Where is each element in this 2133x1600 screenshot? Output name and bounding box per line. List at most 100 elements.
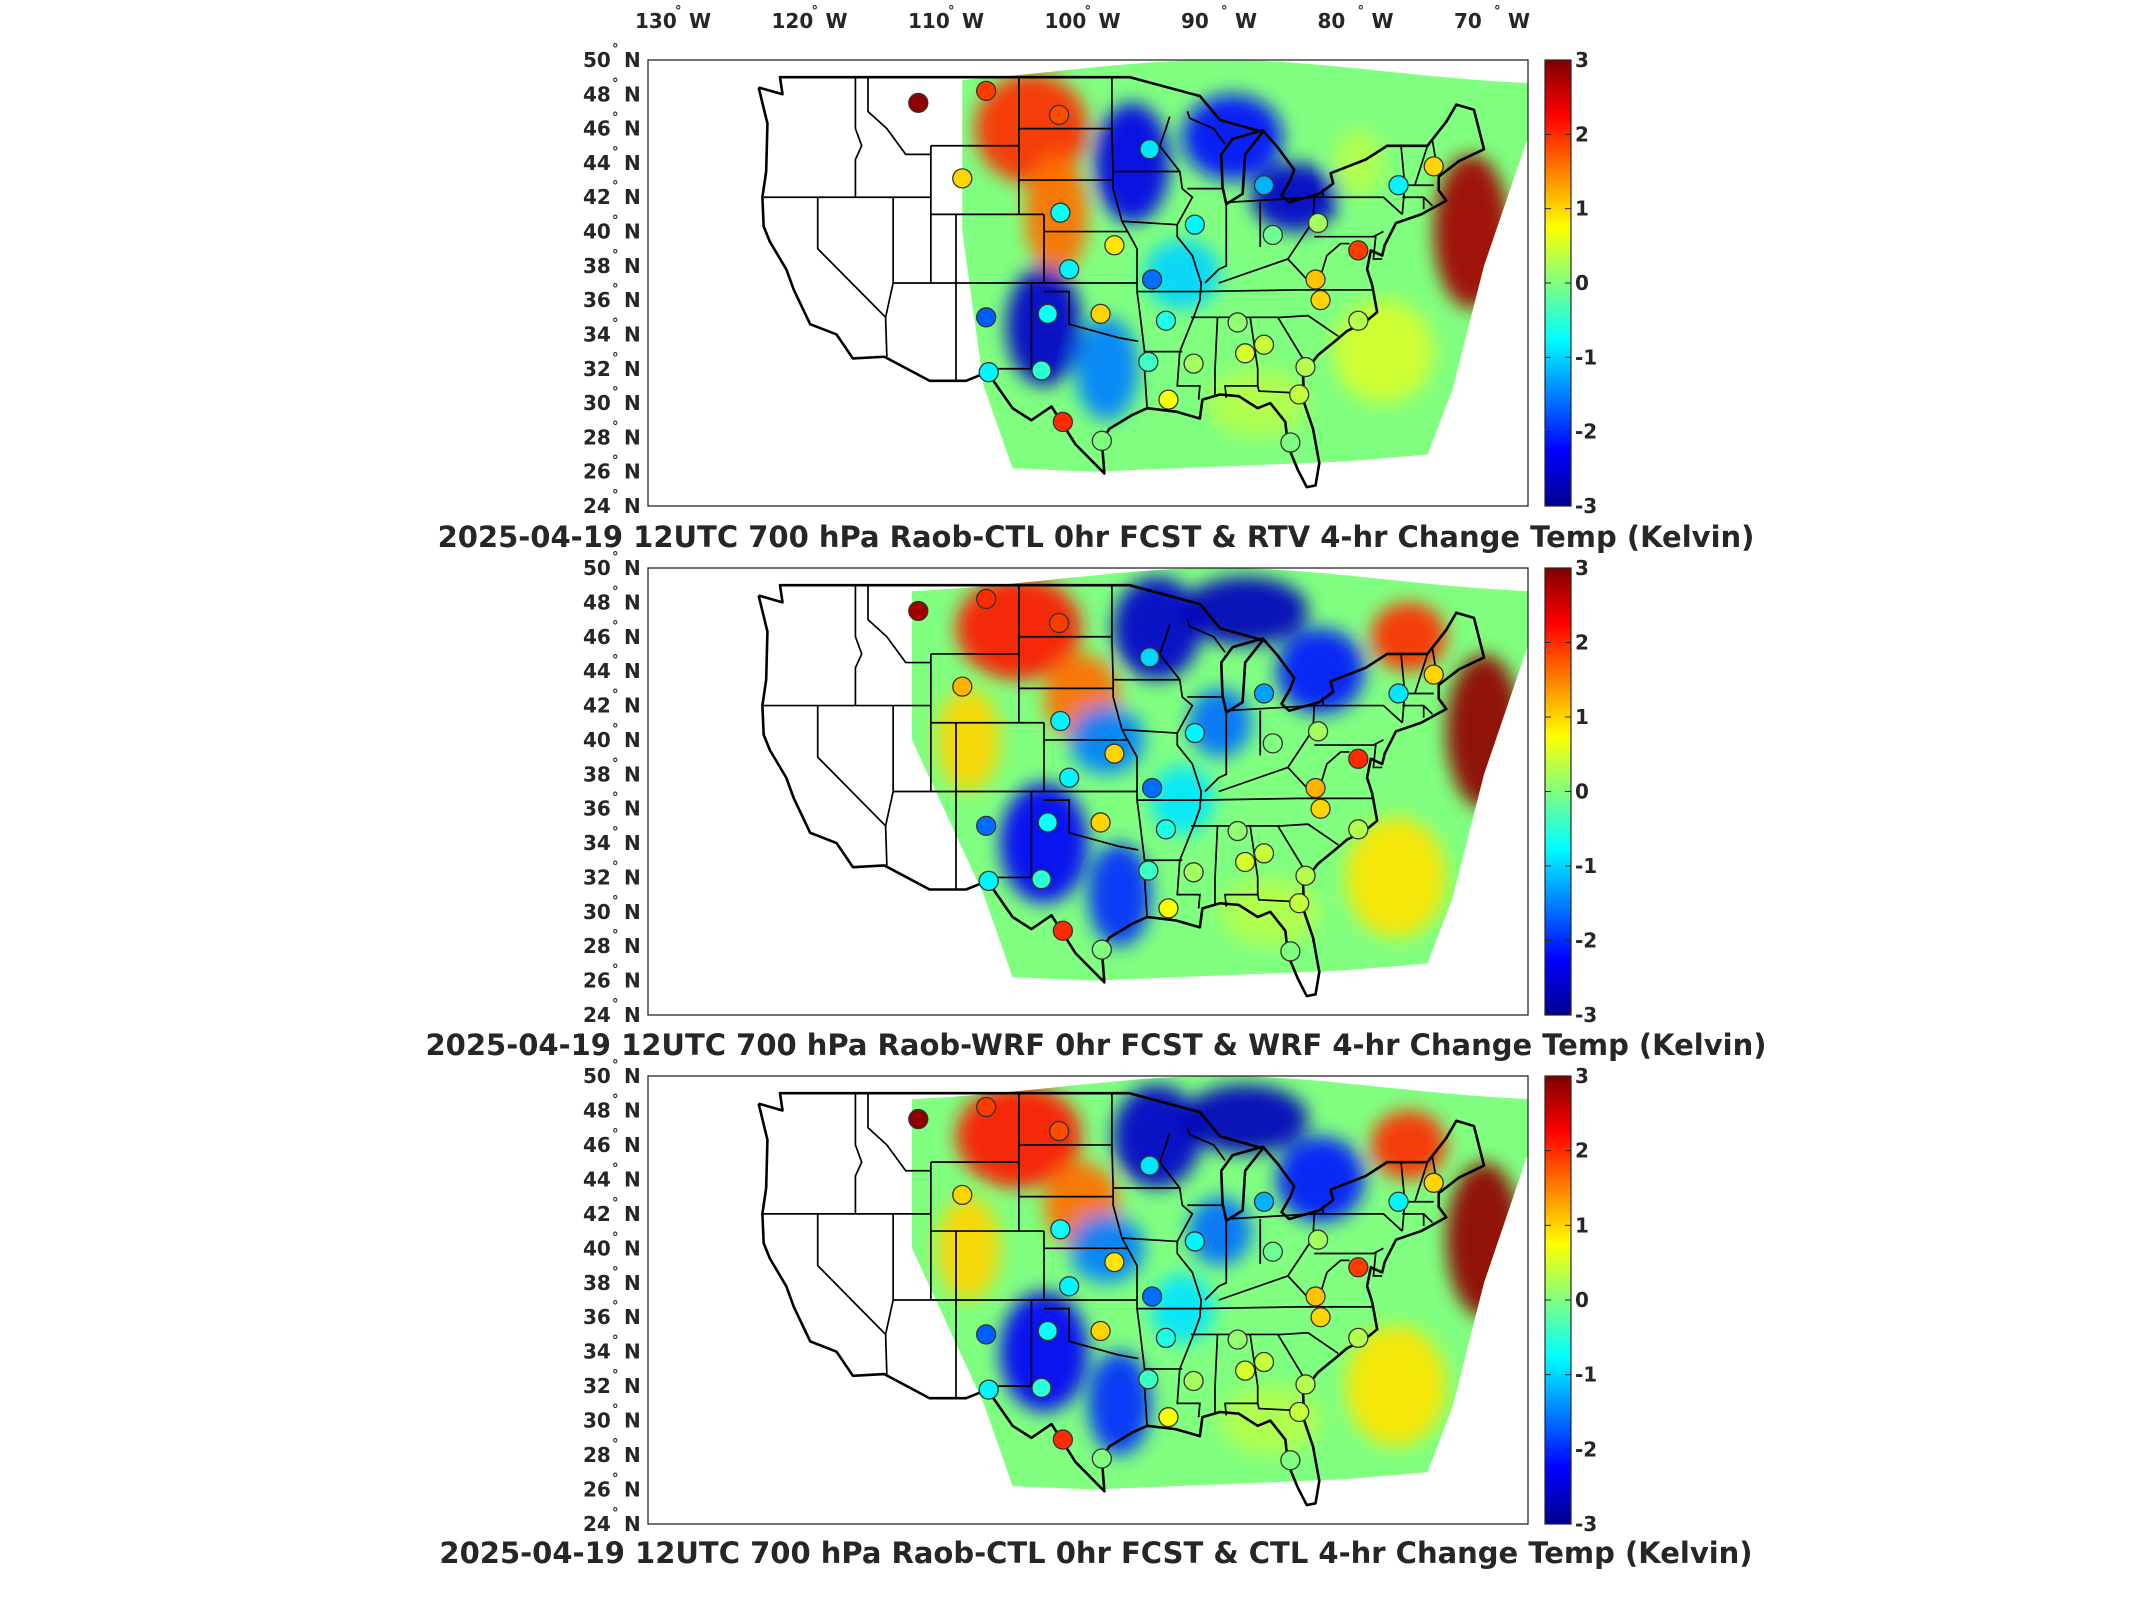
svg-text:40: 40	[583, 220, 611, 244]
svg-text:°: °	[612, 1161, 619, 1176]
raob-observations	[908, 588, 1444, 962]
raob-marker	[1048, 104, 1070, 126]
svg-text:40: 40	[583, 728, 611, 752]
svg-text:°: °	[612, 756, 619, 771]
svg-text:28: 28	[583, 1443, 611, 1467]
svg-text:120: 120	[772, 9, 814, 33]
svg-text:N: N	[624, 1478, 641, 1502]
svg-text:°: °	[948, 4, 955, 19]
colorbar-tick-label: 1	[1575, 705, 1589, 729]
svg-text:N: N	[624, 1167, 641, 1191]
raob-marker	[1289, 384, 1310, 405]
svg-text:36: 36	[583, 1305, 611, 1329]
lat-tick-label: 32 ° N	[583, 859, 641, 889]
svg-text:N: N	[624, 425, 641, 449]
colorbar-tick-label: 1	[1575, 197, 1589, 221]
colorbar-tick-label: 2	[1575, 1139, 1589, 1163]
raob-marker	[1295, 1374, 1316, 1395]
raob-marker	[1289, 1401, 1310, 1423]
raob-marker	[1280, 941, 1301, 962]
lat-tick-label: 28 ° N	[583, 928, 641, 958]
lat-tick-label: 30 ° N	[583, 1403, 641, 1433]
svg-text:30: 30	[583, 900, 611, 924]
svg-text:W: W	[1235, 9, 1257, 33]
svg-text:N: N	[624, 1202, 641, 1226]
raob-marker	[1348, 1257, 1369, 1278]
raob-marker	[1280, 1450, 1301, 1471]
map-axes-frame	[647, 567, 1529, 1016]
colorbar-tick-label: 0	[1575, 1288, 1589, 1312]
lat-tick-label: 24 ° N	[583, 1506, 641, 1536]
svg-text:N: N	[624, 625, 641, 649]
svg-text:°: °	[612, 1092, 619, 1107]
lat-tick-label: 28 ° N	[583, 1437, 641, 1467]
svg-text:°: °	[612, 1230, 619, 1245]
raob-marker	[908, 1108, 929, 1130]
svg-text:32: 32	[583, 865, 611, 889]
raob-marker	[1295, 356, 1316, 378]
svg-text:°: °	[612, 1368, 619, 1383]
lat-tick-label: 38 ° N	[583, 248, 641, 278]
svg-text:N: N	[624, 1236, 641, 1260]
raob-marker	[1183, 1370, 1204, 1392]
svg-text:°: °	[612, 1058, 619, 1073]
svg-text:°: °	[612, 1506, 619, 1521]
raob-marker	[1139, 1155, 1160, 1176]
svg-text:°: °	[612, 454, 619, 469]
colorbar-tick-label: 3	[1575, 48, 1589, 72]
colorbar-tick-label: -1	[1575, 1363, 1597, 1387]
raob-marker	[1262, 224, 1283, 246]
raob-marker	[1052, 1429, 1074, 1450]
map-panel-2: 50 ° N48 ° N46 ° N44 ° N42 ° N40 ° N38 ° N36 ° N34 ° N32 ° N…	[425, 550, 1766, 1062]
raob-marker	[1348, 240, 1369, 261]
svg-text:N: N	[624, 117, 641, 141]
svg-text:°: °	[612, 111, 619, 126]
svg-text:46: 46	[583, 1133, 611, 1157]
svg-text:W: W	[1099, 9, 1121, 33]
svg-text:34: 34	[583, 831, 611, 855]
raob-marker	[1280, 432, 1301, 453]
svg-text:W: W	[826, 9, 848, 33]
svg-text:°: °	[812, 4, 819, 19]
svg-text:24: 24	[583, 1003, 611, 1027]
svg-text:N: N	[624, 82, 641, 106]
lat-tick-label: 44 ° N	[583, 653, 641, 683]
lat-tick-label: 26 ° N	[583, 1472, 641, 1502]
svg-text:110: 110	[908, 9, 950, 33]
lon-tick-label: 110° W	[908, 4, 984, 33]
raob-marker	[1307, 212, 1329, 234]
raob-marker	[1139, 647, 1160, 668]
raob-marker	[1348, 819, 1369, 840]
svg-text:N: N	[624, 357, 641, 381]
lat-tick-label: 46 ° N	[583, 1127, 641, 1157]
raob-marker	[1138, 351, 1159, 373]
colorbar-tick-label: 2	[1575, 631, 1589, 655]
raob-marker	[978, 362, 999, 383]
lat-tick-label: 36 ° N	[583, 1299, 641, 1329]
lat-tick-label: 50 ° N	[583, 550, 641, 580]
svg-text:30: 30	[583, 1409, 611, 1433]
raob-marker	[952, 676, 973, 697]
svg-text:32: 32	[583, 357, 611, 381]
raob-marker	[1139, 139, 1160, 160]
svg-text:44: 44	[583, 151, 611, 175]
lon-tick-label: 100° W	[1045, 4, 1121, 33]
raob-marker	[1155, 1327, 1177, 1349]
svg-text:°: °	[612, 997, 619, 1012]
svg-text:°: °	[612, 1196, 619, 1211]
raob-marker	[1058, 259, 1080, 280]
panel-title: 2025-04-19 12UTC 700 hPa Raob-CTL 0hr FC…	[439, 1536, 1752, 1570]
panel-title: 2025-04-19 12UTC 700 hPa Raob-WRF 0hr FC…	[425, 1028, 1766, 1062]
svg-text:38: 38	[583, 762, 611, 786]
svg-text:°: °	[612, 550, 619, 565]
svg-text:N: N	[624, 1271, 641, 1295]
svg-text:50: 50	[583, 556, 611, 580]
svg-text:°: °	[612, 214, 619, 229]
svg-text:90: 90	[1181, 9, 1209, 33]
raob-marker	[908, 600, 929, 622]
lat-tick-label: 28 ° N	[583, 419, 641, 449]
lat-tick-label: 32 ° N	[583, 1368, 641, 1398]
svg-text:N: N	[624, 934, 641, 958]
svg-text:26: 26	[583, 969, 611, 993]
svg-text:N: N	[624, 460, 641, 484]
